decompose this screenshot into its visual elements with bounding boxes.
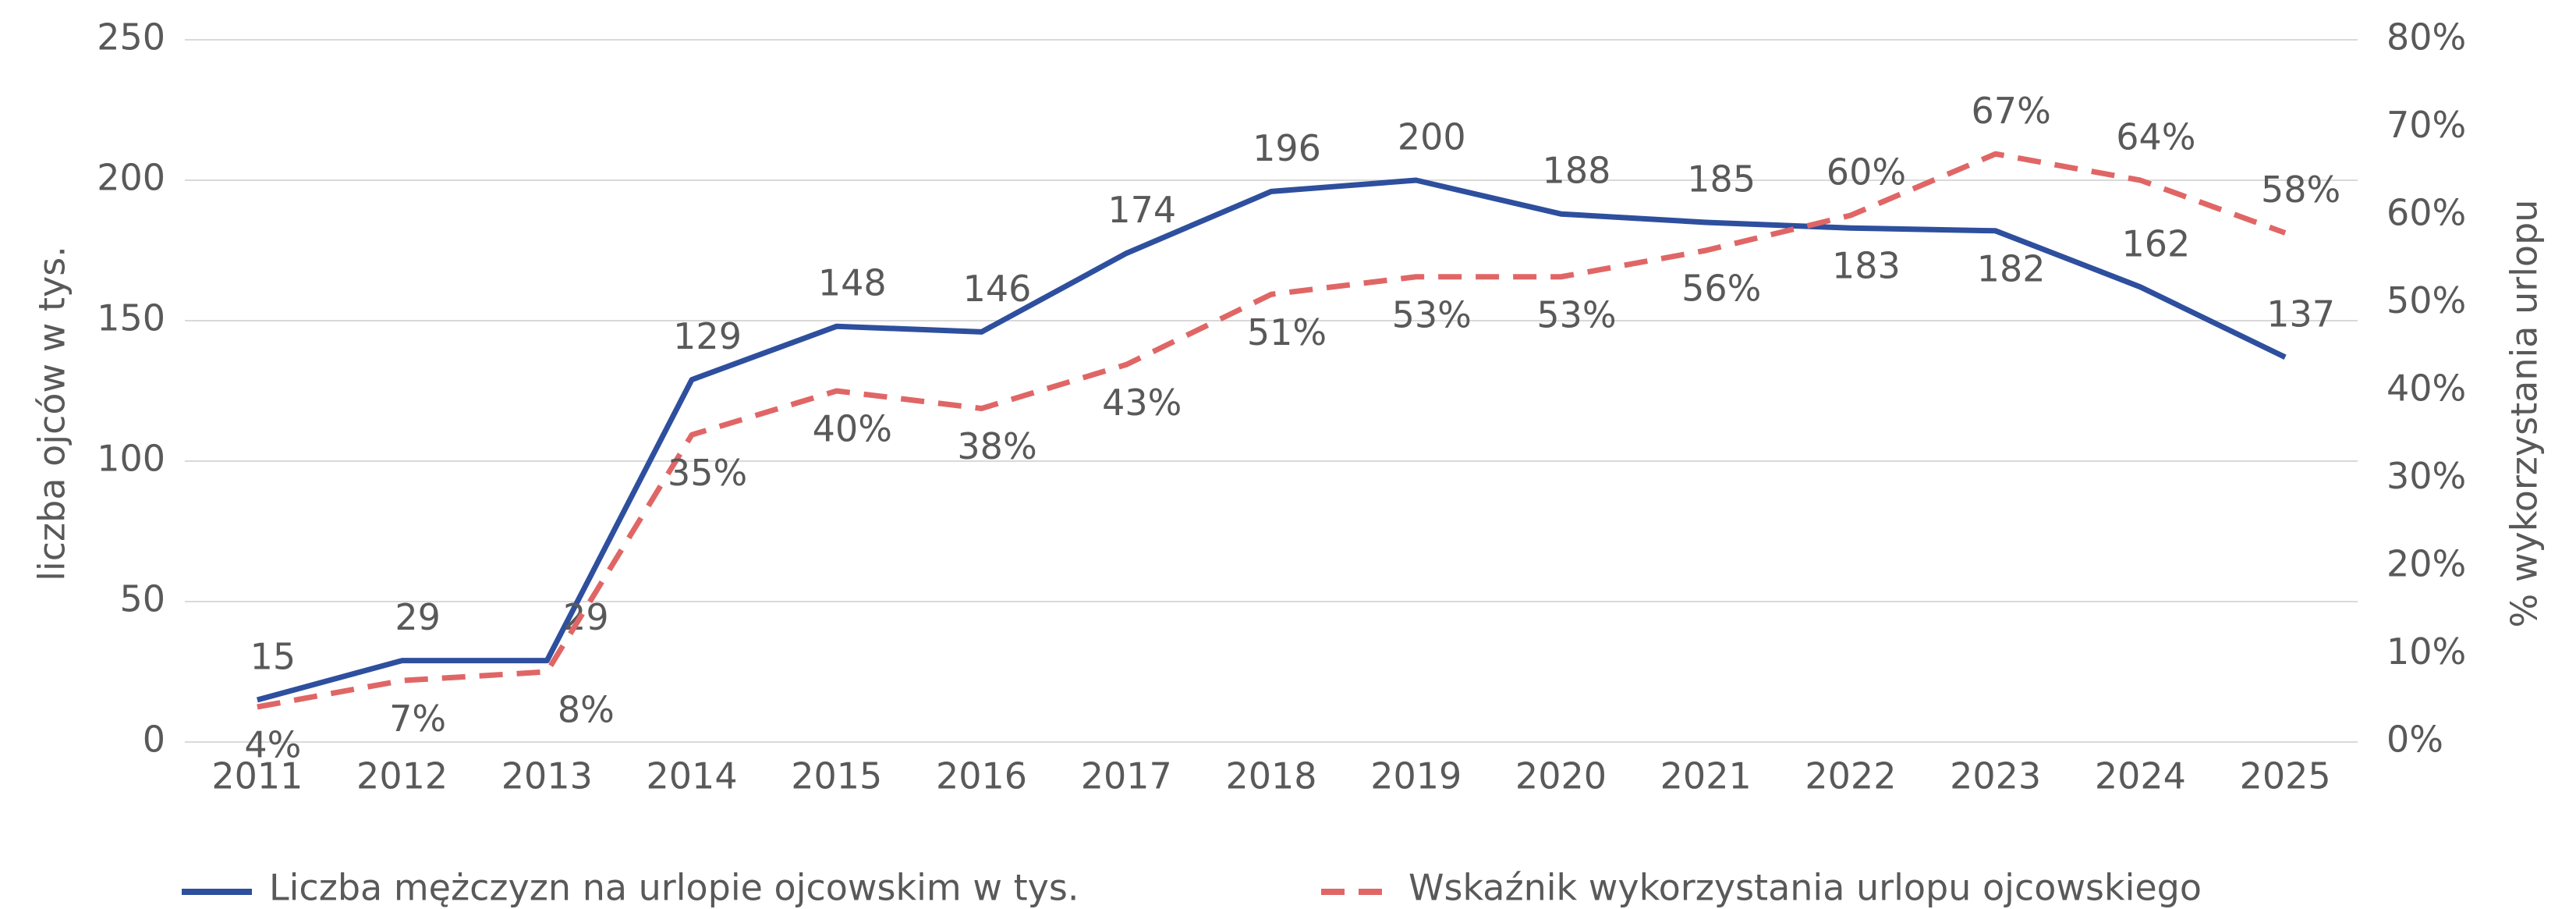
y2-tick-label: 50% — [2386, 279, 2466, 321]
data-label: 67% — [1972, 90, 2051, 132]
legend-label: Liczba mężczyzn na urlopie ojcowskim w t… — [269, 867, 1079, 909]
data-label: 174 — [1107, 189, 1176, 231]
data-label: 60% — [1827, 151, 1906, 194]
x-tick-label: 2020 — [1515, 755, 1607, 797]
data-label: 196 — [1253, 127, 1321, 169]
data-label: 182 — [1977, 247, 2046, 289]
data-label: 35% — [668, 452, 747, 494]
data-label: 7% — [389, 698, 446, 740]
data-label: 146 — [963, 268, 1032, 310]
y2-tick-label: 80% — [2386, 16, 2466, 59]
data-label: 51% — [1247, 311, 1327, 353]
y2-tick-label: 0% — [2386, 719, 2443, 761]
x-tick-label: 2023 — [1950, 755, 2041, 797]
data-label: 53% — [1536, 293, 1616, 336]
x-tick-label: 2022 — [1805, 755, 1896, 797]
data-label: 200 — [1398, 116, 1466, 158]
data-label: 188 — [1543, 150, 1611, 192]
y2-axis-label: % wykorzystania urlopu — [2503, 200, 2546, 628]
data-label: 40% — [813, 408, 892, 450]
y2-tick-label: 10% — [2386, 630, 2466, 673]
x-tick-label: 2018 — [1225, 755, 1316, 797]
y-tick-label: 50 — [119, 578, 165, 620]
data-label: 4% — [244, 724, 301, 766]
x-tick-label: 2012 — [356, 755, 448, 797]
y-axis-label: liczba ojców w tys. — [31, 246, 73, 581]
data-label: 185 — [1687, 158, 1756, 201]
y-tick-label: 0 — [143, 719, 165, 761]
x-tick-label: 2019 — [1370, 755, 1462, 797]
x-tick-label: 2011 — [211, 755, 303, 797]
y-tick-label: 250 — [97, 16, 165, 59]
data-label: 15 — [250, 636, 296, 678]
data-label: 56% — [1681, 268, 1761, 310]
data-label: 162 — [2121, 222, 2190, 265]
y-tick-label: 200 — [97, 157, 165, 199]
x-tick-label: 2014 — [647, 755, 738, 797]
y2-tick-label: 30% — [2386, 455, 2466, 497]
data-label: 129 — [673, 315, 742, 357]
y-tick-label: 150 — [97, 297, 165, 339]
y2-tick-label: 20% — [2386, 543, 2466, 585]
data-label: 58% — [2261, 169, 2340, 211]
line-series — [256, 177, 2287, 703]
y2-tick-label: 60% — [2386, 192, 2466, 234]
x-tick-label: 2021 — [1660, 755, 1752, 797]
data-label: 183 — [1832, 245, 1901, 287]
x-tick-label: 2013 — [501, 755, 593, 797]
x-tick-label: 2016 — [936, 755, 1027, 797]
data-label: 53% — [1392, 293, 1472, 336]
x-tick-label: 2017 — [1081, 755, 1172, 797]
data-label: 137 — [2266, 293, 2335, 335]
x-tick-label: 2015 — [791, 755, 882, 797]
data-label: 29 — [395, 596, 441, 638]
y2-tick-label: 40% — [2386, 368, 2466, 410]
x-tick-label: 2024 — [2095, 755, 2186, 797]
data-label: 8% — [558, 689, 615, 731]
y-tick-label: 100 — [97, 438, 165, 480]
data-label: 38% — [957, 425, 1036, 467]
y2-tick-label: 70% — [2386, 104, 2466, 146]
data-label: 43% — [1102, 382, 1182, 424]
x-tick-label: 2025 — [2240, 755, 2331, 797]
data-label: 64% — [2116, 116, 2195, 158]
line-series — [257, 151, 2287, 710]
data-label: 148 — [818, 262, 887, 304]
legend-label: Wskaźnik wykorzystania urlopu ojcowskieg… — [1408, 867, 2202, 909]
